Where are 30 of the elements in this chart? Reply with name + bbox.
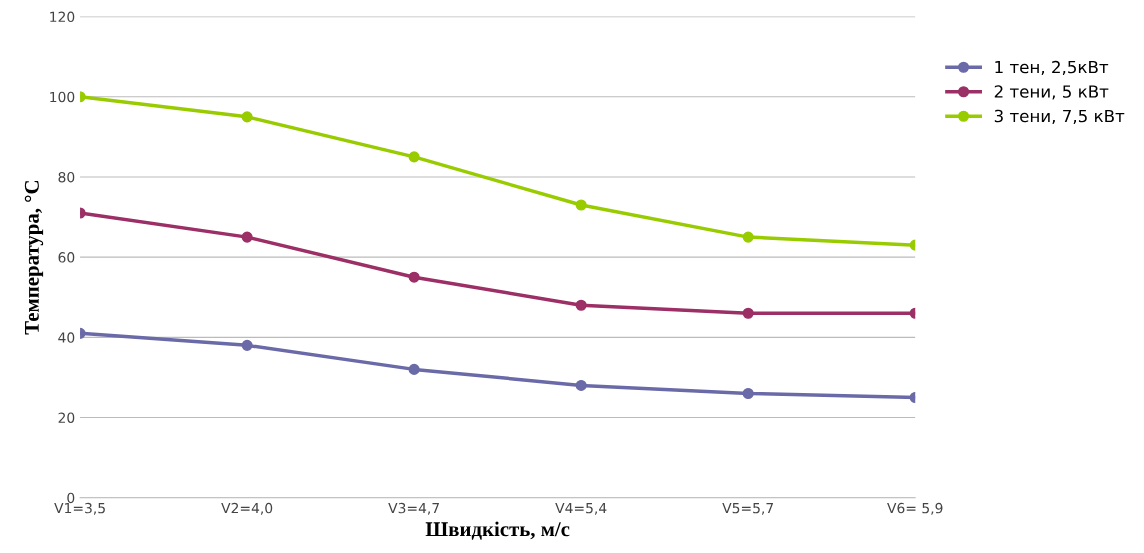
- y-tick-label: 100: [50, 91, 75, 103]
- point: [241, 111, 253, 123]
- x-axis-title: Швидкість, м/с: [425, 521, 570, 540]
- y-tick-label: 40: [58, 332, 75, 343]
- x-tick-label: V6= 5,9: [887, 502, 943, 515]
- y-axis-title: Температура, °С: [24, 181, 44, 335]
- point: [241, 339, 253, 351]
- x-tick-label: V2=4,0: [221, 502, 273, 515]
- point: [241, 231, 253, 243]
- point: [408, 151, 420, 163]
- point: [408, 271, 420, 283]
- legend-label: 1 тен, 2,5кВт: [995, 60, 1109, 76]
- point: [742, 387, 754, 400]
- x-tick-label: V1=3,5: [54, 502, 105, 515]
- x-tick-label: V3=4,7: [388, 502, 439, 515]
- point: [408, 363, 420, 375]
- x-tick-label: V5=5,7: [722, 502, 774, 515]
- y-tick-label: 60: [58, 252, 75, 263]
- point: [742, 307, 754, 319]
- y-tick-label: 0: [67, 492, 75, 504]
- y-tick-label: 20: [58, 412, 75, 423]
- y-tick-label: 80: [58, 171, 75, 183]
- point: [742, 231, 754, 243]
- point: [575, 379, 587, 391]
- point: [575, 299, 587, 311]
- legend-label: 2 тени, 5 кВт: [994, 85, 1109, 100]
- point: [575, 199, 587, 211]
- x-tick-label: V4=5,4: [555, 502, 607, 515]
- y-tick-label: 120: [50, 11, 75, 23]
- legend-label: 3 тени, 7,5 кВт: [994, 109, 1125, 124]
